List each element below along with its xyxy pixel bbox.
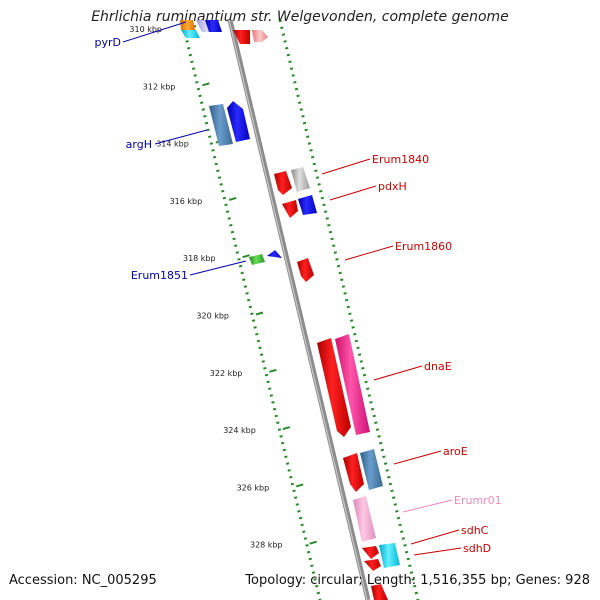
tick-label: 314 kbp xyxy=(156,140,189,149)
gene-erum1851-blue xyxy=(267,250,282,258)
tick-label: 316 kbp xyxy=(170,197,203,206)
tick-mark xyxy=(242,254,250,259)
tick-mark xyxy=(309,540,317,545)
scale-ticks: 310 kbp 312 kbp 314 kbp 316 kbp 318 kbp 320 k… xyxy=(129,25,317,550)
gene-erum1840-b xyxy=(291,167,310,192)
gene-aroE-steel xyxy=(360,449,383,490)
gene-salmon-partial xyxy=(252,30,268,42)
backbone-line xyxy=(227,19,371,600)
label-argH: argH xyxy=(126,138,152,151)
tick-label: 318 kbp xyxy=(183,254,216,263)
gene-erum1860 xyxy=(297,258,314,282)
gene-sdh-red-a xyxy=(362,546,379,559)
gene-erum1840-a xyxy=(274,171,292,195)
tick-label: 320 kbp xyxy=(196,312,229,321)
gene-aroE-red xyxy=(343,453,364,492)
gene-erum1851-green xyxy=(249,254,265,265)
label-aroE: aroE xyxy=(443,445,468,458)
leader-sdhC xyxy=(410,529,460,545)
gene-pdxH-blue xyxy=(298,195,317,215)
leader-pyrD xyxy=(122,21,187,43)
accession-text: Accession: NC_005295 xyxy=(9,573,157,588)
gene-erumr01 xyxy=(353,496,376,542)
gene-orange-partial xyxy=(180,20,195,30)
leader-erum1840 xyxy=(321,158,371,175)
gene-sdh-red-bottom xyxy=(371,584,388,600)
gene-sdh-cyan xyxy=(379,543,400,568)
leader-erumr01 xyxy=(402,499,453,513)
gene-argH-steel xyxy=(209,104,233,146)
tick-mark xyxy=(282,426,291,431)
label-sdhD: sdhD xyxy=(463,542,491,555)
gene-dnaE-red xyxy=(317,338,351,437)
leader-sdhD xyxy=(413,547,462,556)
tick-mark xyxy=(202,82,210,87)
tick-mark xyxy=(255,311,264,316)
leader-erum1860 xyxy=(344,245,394,261)
leader-pdxH xyxy=(329,185,377,201)
tick-label: 310 kbp xyxy=(129,25,162,34)
gene-pdxH-red xyxy=(282,200,298,218)
topology-summary: Topology: circular; Length: 1,516,355 bp… xyxy=(245,573,590,588)
label-dnaE: dnaE xyxy=(424,360,452,373)
tick-mark xyxy=(295,483,304,488)
gene-argH-blue xyxy=(227,101,250,142)
gene-sdh-red-b xyxy=(364,559,381,571)
leader-argH xyxy=(154,129,208,145)
gene-cyan-partial xyxy=(181,30,200,38)
tick-label: 312 kbp xyxy=(143,82,176,91)
label-pdxH: pdxH xyxy=(378,180,407,193)
leader-aroE xyxy=(393,450,442,465)
tick-label: 322 kbp xyxy=(210,369,243,378)
leader-erum1851 xyxy=(189,260,247,276)
label-erum1840: Erum1840 xyxy=(372,153,429,166)
map-title: Ehrlichia ruminantium str. Welgevonden, … xyxy=(91,9,509,25)
tick-label: 324 kbp xyxy=(223,426,256,435)
gene-red-partial xyxy=(233,30,250,44)
tick-label: 326 kbp xyxy=(237,483,270,492)
tick-label: 328 kbp xyxy=(250,541,283,550)
tick-track-left xyxy=(180,19,322,600)
tick-mark xyxy=(269,368,277,373)
leader-dnaE xyxy=(373,365,423,381)
label-erum1851: Erum1851 xyxy=(131,269,188,282)
tick-track-right xyxy=(278,19,420,600)
tick-mark xyxy=(228,196,237,201)
backbone-highlight xyxy=(228,19,368,600)
label-pyrD: pyrD xyxy=(95,36,122,49)
label-sdhC: sdhC xyxy=(461,524,489,537)
gene-dnaE-magenta xyxy=(335,334,370,435)
label-erumr01: Erumr01 xyxy=(454,494,502,507)
label-erum1860: Erum1860 xyxy=(395,240,452,253)
gene-blue-partial xyxy=(205,20,222,32)
